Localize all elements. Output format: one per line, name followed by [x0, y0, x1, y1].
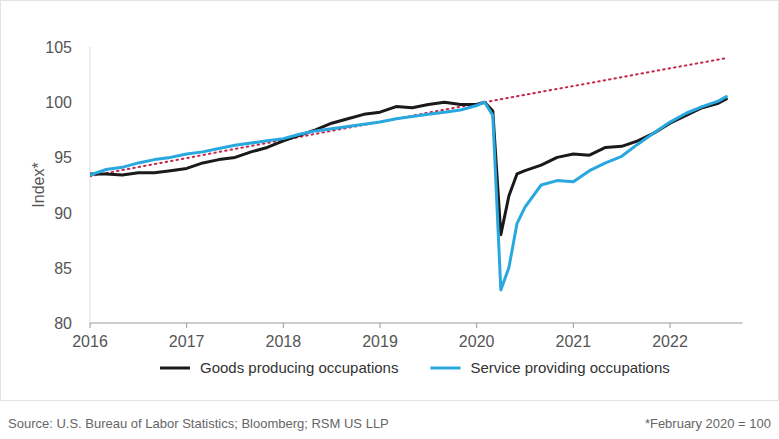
panel	[1, 1, 779, 401]
x-tick-label: 2019	[362, 333, 398, 350]
y-axis-line	[90, 47, 91, 323]
y-axis-label: Index*	[30, 162, 47, 207]
y-tick-label: 105	[45, 39, 72, 56]
note: *February 2020 = 100	[645, 416, 771, 431]
x-tick-label: 2017	[169, 333, 205, 350]
legend-label: Service providing occupations	[470, 359, 669, 376]
legend-swatch	[430, 367, 460, 370]
y-tick-label: 100	[45, 94, 72, 111]
x-tick-label: 2021	[556, 333, 592, 350]
x-tick	[476, 323, 477, 328]
x-tick	[670, 323, 671, 328]
legend-swatch	[160, 367, 190, 370]
plot-area	[90, 58, 726, 290]
y-tick-label: 80	[54, 315, 72, 332]
y-tick-label: 90	[54, 205, 72, 222]
y-tick-label: 95	[54, 149, 72, 166]
series-line	[90, 99, 726, 235]
x-axis-line	[90, 323, 743, 324]
x-tick	[380, 323, 381, 328]
legend-label: Goods producing occupations	[200, 359, 398, 376]
x-tick-label: 2018	[266, 333, 302, 350]
x-tick	[573, 323, 574, 328]
x-tick	[283, 323, 284, 328]
y-tick-label: 85	[54, 260, 72, 277]
chart: 80 85 90 95 100 105 2016 2017 2018 2019 2020 2021 20…	[0, 0, 779, 439]
x-tick	[90, 323, 91, 328]
x-tick	[186, 323, 187, 328]
series-line	[90, 97, 726, 290]
x-tick-label: 2022	[652, 333, 688, 350]
x-tick-label: 2020	[459, 333, 495, 350]
source: Source: U.S. Bureau of Labor Statistics;…	[8, 416, 389, 431]
x-tick-label: 2016	[72, 333, 108, 350]
